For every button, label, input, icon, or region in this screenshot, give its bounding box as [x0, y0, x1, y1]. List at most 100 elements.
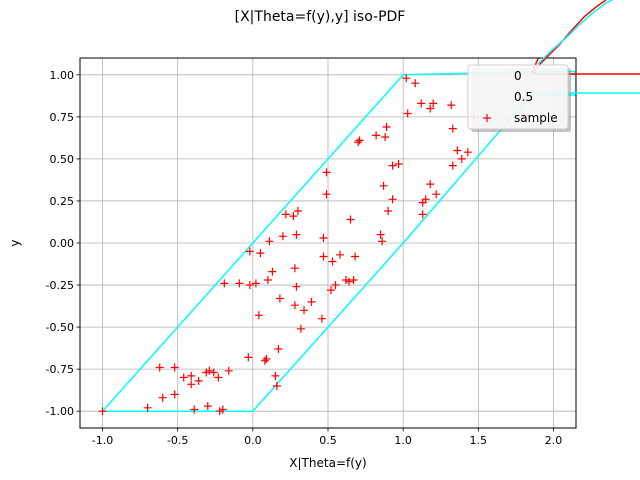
- chart-title: [X|Theta=f(y),y] iso-PDF: [235, 9, 406, 25]
- sample-point: [327, 286, 335, 295]
- sample-point: [292, 282, 301, 291]
- sample-points: [98, 74, 478, 416]
- x-axis-ticks: -1.0 -0.5 0.0 0.5 1.0 1.5 2.0: [92, 428, 562, 447]
- sample-point: [403, 109, 412, 118]
- sample-point: [319, 252, 328, 261]
- sample-point: [194, 376, 203, 385]
- x-axis-label: X|Theta=f(y): [289, 456, 366, 470]
- sample-point: [429, 99, 438, 108]
- sample-point: [244, 353, 253, 362]
- sample-point: [203, 402, 212, 411]
- sample-point: [457, 154, 466, 163]
- sample-point: [351, 252, 360, 261]
- y-tick-label: -0.25: [46, 279, 74, 292]
- sample-point: [260, 356, 269, 365]
- x-tick-label: 1.5: [470, 434, 488, 447]
- plot-frame: [79, 57, 577, 429]
- sample-point: [143, 403, 152, 412]
- sample-point: [256, 249, 265, 258]
- x-tick-label: -0.5: [167, 434, 188, 447]
- x-tick-label: 2.0: [545, 434, 563, 447]
- sample-point: [224, 366, 233, 375]
- sample-point: [170, 390, 179, 399]
- sample-point: [388, 161, 397, 170]
- sample-point: [382, 123, 391, 131]
- sample-point: [190, 405, 199, 414]
- sample-point: [384, 207, 393, 215]
- legend-label: 0.5: [514, 90, 533, 104]
- sample-point: [388, 195, 397, 204]
- sample-point: [322, 190, 331, 199]
- sample-point: [214, 373, 223, 382]
- sample-point: [463, 148, 472, 157]
- sample-point: [345, 277, 353, 286]
- y-tick-label: -0.50: [46, 321, 74, 334]
- sample-point: [296, 324, 305, 333]
- sample-point: [448, 161, 457, 170]
- contour-lines: [101, 58, 576, 412]
- sample-point: [346, 215, 355, 224]
- sample-point: [170, 363, 179, 372]
- sample-point: [379, 181, 388, 190]
- sample-point: [245, 247, 254, 256]
- sample-point: [245, 281, 254, 289]
- sample-point: [263, 276, 272, 284]
- sample-point: [372, 131, 381, 140]
- sample-point: [290, 264, 299, 273]
- sample-point: [179, 373, 188, 382]
- y-tick-label: 0.00: [50, 237, 75, 250]
- sample-point: [426, 104, 435, 113]
- sample-point: [322, 168, 331, 177]
- legend: 0 0.5 sample: [467, 64, 571, 132]
- legend-label: 0: [514, 69, 522, 83]
- x-tick-label: -1.0: [92, 434, 113, 447]
- y-tick-label: 0.75: [50, 111, 75, 124]
- sample-point: [187, 380, 196, 389]
- sample-point: [417, 99, 426, 108]
- sample-point: [235, 279, 244, 288]
- sample-point: [209, 368, 218, 377]
- sample-point: [220, 279, 229, 288]
- sample-point: [265, 237, 274, 246]
- sample-point: [290, 301, 299, 310]
- y-tick-label: 0.50: [50, 153, 75, 166]
- sample-point: [205, 366, 214, 375]
- sample-point: [251, 279, 260, 288]
- sample-point: [281, 210, 290, 219]
- sample-point: [319, 234, 328, 242]
- sample-point: [376, 230, 385, 239]
- sample-point: [158, 393, 167, 402]
- sample-point: [272, 382, 281, 390]
- contour-level-0-5: [101, 70, 576, 412]
- sample-point: [278, 232, 287, 241]
- sample-point: [381, 133, 390, 141]
- y-tick-label: 1.00: [50, 69, 75, 82]
- sample-point: [262, 355, 271, 363]
- sample-point: [275, 294, 284, 303]
- sample-point: [155, 363, 164, 372]
- sample-point: [254, 311, 263, 320]
- sample-point: [426, 180, 435, 189]
- sample-point: [421, 195, 430, 204]
- legend-box: [467, 64, 569, 130]
- sample-point: [418, 210, 427, 219]
- sample-point: [453, 146, 462, 155]
- sample-point: [331, 281, 340, 289]
- x-tick-label: 0.5: [319, 434, 337, 447]
- y-axis-ticks: -1.00 -0.75 -0.50 -0.25 0.00 0.25 0.50 0.75 1.00: [46, 69, 80, 418]
- sample-point: [268, 267, 277, 276]
- y-tick-label: 0.25: [50, 195, 75, 208]
- sample-point: [187, 371, 196, 380]
- y-tick-label: -1.00: [46, 405, 74, 418]
- sample-point: [218, 405, 227, 414]
- sample-point: [274, 345, 283, 353]
- sample-point: [354, 138, 363, 147]
- sample-point: [336, 250, 344, 259]
- sample-point: [402, 74, 411, 83]
- sample-point: [378, 237, 387, 246]
- sample-point: [447, 101, 456, 110]
- x-tick-label: 0.0: [244, 434, 262, 447]
- y-axis-label: y: [8, 239, 22, 246]
- sample-point: [411, 79, 420, 88]
